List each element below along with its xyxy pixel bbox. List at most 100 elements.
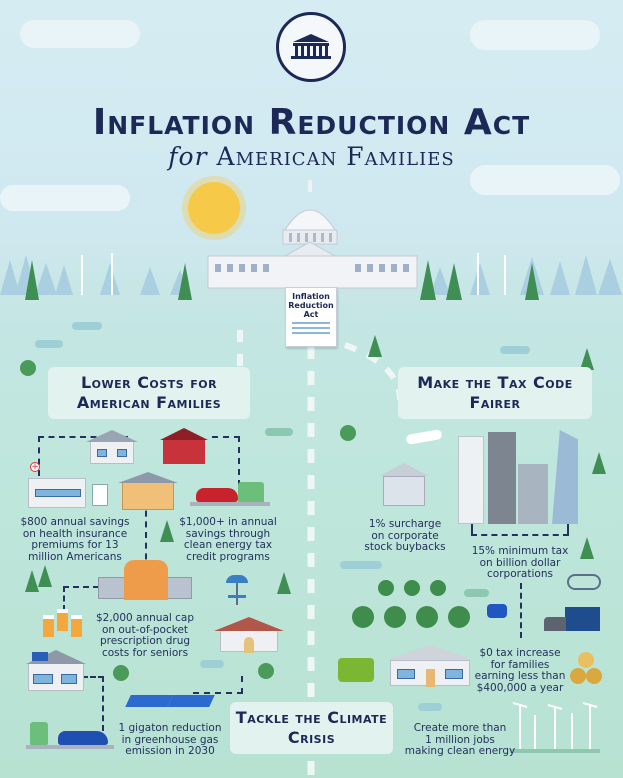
solar-house-icon bbox=[28, 663, 84, 691]
tree-icon bbox=[592, 452, 606, 474]
fruit-tree-icon bbox=[352, 606, 374, 628]
tree-icon bbox=[368, 335, 382, 357]
driveway bbox=[190, 502, 270, 506]
roof bbox=[86, 430, 138, 442]
document-title-line: Inflation bbox=[292, 292, 330, 301]
roof bbox=[118, 472, 178, 483]
shrub bbox=[35, 340, 63, 348]
capitol-building-icon bbox=[207, 180, 418, 289]
tree-icon bbox=[20, 360, 36, 376]
fruit-tree-icon bbox=[430, 580, 446, 596]
caption-clean-energy-credits: $1,000+ in annual savings through clean … bbox=[179, 516, 277, 563]
truck-cargo-icon bbox=[565, 607, 600, 631]
document-title-line: Reduction bbox=[288, 301, 334, 310]
red-house-icon bbox=[163, 440, 205, 464]
caption-surcharge: 1% surcharge on corporate stock buybacks bbox=[364, 518, 446, 553]
connector-line bbox=[82, 676, 104, 731]
page-title: Inflation Reduction Act bbox=[92, 102, 531, 143]
shrub bbox=[464, 589, 489, 597]
tree-icon bbox=[580, 348, 594, 370]
farmhouse-icon bbox=[390, 660, 470, 687]
hospital-icon bbox=[28, 478, 86, 508]
tree-icon bbox=[277, 572, 291, 594]
caption-minimum-tax: 15% minimum tax on billion dollar corpor… bbox=[471, 545, 569, 580]
clipboard-icon bbox=[92, 484, 108, 506]
shrub bbox=[265, 428, 293, 436]
roof bbox=[214, 617, 284, 631]
cloud bbox=[470, 165, 620, 195]
inflation-reduction-act-document: Inflation Reduction Act bbox=[285, 287, 337, 347]
cloud bbox=[0, 185, 130, 211]
tractor-icon bbox=[338, 658, 374, 682]
caption-zero-tax-increase: $0 tax increase for families earning les… bbox=[474, 647, 566, 694]
roof bbox=[379, 463, 429, 476]
roof bbox=[160, 428, 208, 440]
caption-drug-cap: $2,000 annual cap on out-of-pocket presc… bbox=[95, 612, 195, 659]
driveway bbox=[26, 745, 114, 749]
tree-icon bbox=[160, 520, 174, 542]
shrub bbox=[200, 660, 224, 668]
shrub bbox=[418, 703, 442, 711]
fruit-tree-icon bbox=[384, 606, 406, 628]
cloud bbox=[470, 20, 600, 50]
skyscraper-icon bbox=[518, 464, 548, 524]
connector-line bbox=[63, 586, 99, 611]
car-icon bbox=[487, 604, 507, 618]
section-lower-costs: Lower Costs for American Families bbox=[48, 367, 250, 419]
page-subtitle: for American Families bbox=[0, 142, 623, 171]
connector-line bbox=[471, 524, 569, 536]
fruit-tree-icon bbox=[378, 580, 394, 596]
shrub bbox=[72, 322, 102, 330]
caption-clean-energy-jobs: Create more than 1 million jobs making c… bbox=[404, 722, 516, 757]
bicycle-icon bbox=[567, 574, 601, 590]
solar-panel-icon bbox=[125, 695, 173, 707]
solar-panel-icon bbox=[167, 695, 215, 707]
electric-car-icon bbox=[58, 731, 108, 745]
connector-line bbox=[38, 436, 128, 476]
house-icon bbox=[90, 440, 134, 464]
white-house-seal-icon bbox=[276, 12, 346, 82]
tree-icon bbox=[38, 565, 52, 587]
tree-icon bbox=[340, 425, 356, 441]
wind-turbines-icon bbox=[510, 702, 600, 753]
section-climate: Tackle the Climate Crisis bbox=[230, 702, 393, 754]
tree-icon bbox=[580, 537, 594, 559]
forest-horizon bbox=[0, 253, 623, 305]
tree-icon bbox=[258, 663, 274, 679]
connector-line bbox=[193, 676, 243, 694]
sun-icon bbox=[188, 182, 240, 234]
skyscraper-icon bbox=[458, 436, 484, 524]
pill-bottles-icon bbox=[43, 609, 83, 637]
cloud bbox=[20, 20, 140, 48]
document-title-line: Act bbox=[303, 310, 319, 319]
medical-cross-icon: + bbox=[30, 462, 40, 472]
caption-gigaton: 1 gigaton reduction in greenhouse gas em… bbox=[118, 722, 222, 757]
bank-building-icon bbox=[383, 476, 425, 506]
store-entrance bbox=[124, 560, 168, 600]
fruit-tree-icon bbox=[416, 606, 438, 628]
solar-panel-icon bbox=[32, 652, 48, 661]
hay-bales-icon bbox=[570, 652, 602, 686]
charging-station-icon bbox=[30, 722, 48, 746]
caption-health-insurance: $800 annual savings on health insurance … bbox=[20, 516, 130, 563]
house-icon bbox=[220, 630, 278, 653]
connector-line bbox=[520, 583, 522, 638]
skyscraper-icon bbox=[488, 432, 516, 524]
patio-table-icon bbox=[212, 575, 262, 607]
connector-line bbox=[145, 500, 147, 570]
yellow-house-icon bbox=[122, 482, 174, 510]
tree-icon bbox=[113, 665, 129, 681]
subtitle-for: for bbox=[168, 142, 208, 171]
roof bbox=[386, 645, 474, 660]
truck-cab-icon bbox=[544, 617, 566, 631]
subtitle-families: American Families bbox=[216, 142, 455, 171]
shrub bbox=[500, 346, 530, 354]
charging-station-icon bbox=[238, 482, 264, 504]
fruit-tree-icon bbox=[448, 606, 470, 628]
fruit-tree-icon bbox=[404, 580, 420, 596]
connector-line bbox=[212, 436, 240, 486]
tree-icon bbox=[25, 570, 39, 592]
electric-car-icon bbox=[196, 488, 238, 502]
section-tax-code: Make the Tax Code Fairer bbox=[398, 367, 592, 419]
